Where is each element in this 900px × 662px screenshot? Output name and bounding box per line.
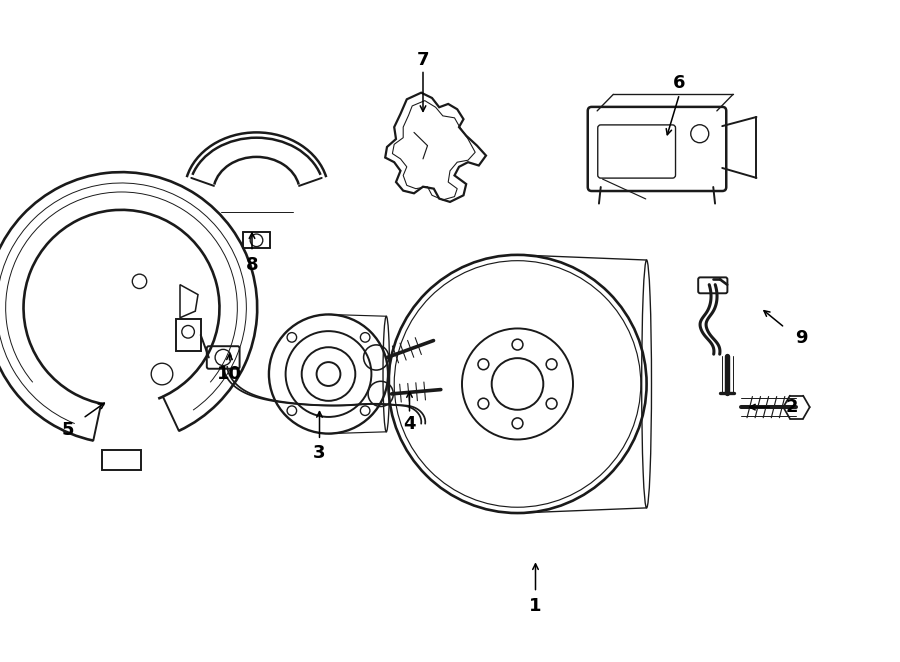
Text: 5: 5	[61, 421, 74, 440]
Text: 10: 10	[217, 365, 242, 383]
Text: 4: 4	[403, 414, 416, 433]
Text: 9: 9	[795, 328, 807, 347]
Text: 2: 2	[786, 398, 798, 416]
Text: 8: 8	[246, 256, 258, 274]
Text: 7: 7	[417, 50, 429, 69]
Text: 6: 6	[673, 73, 686, 92]
Text: 1: 1	[529, 596, 542, 615]
Text: 3: 3	[313, 444, 326, 463]
